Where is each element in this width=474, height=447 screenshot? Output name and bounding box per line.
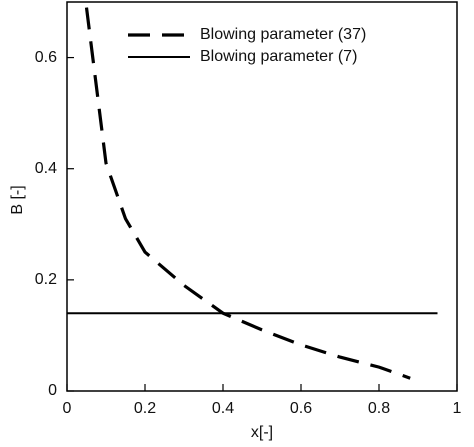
y-tick-label: 0.6 (35, 49, 57, 66)
y-tick-label: 0.4 (35, 160, 57, 177)
y-axis-label: B [-] (9, 185, 26, 214)
plot-frame (66, 1, 458, 392)
x-axis-label: x[-] (251, 424, 273, 441)
y-tick-label: 0.2 (35, 271, 57, 288)
x-tick-label: 0 (63, 400, 72, 417)
x-tick-label: 0.4 (212, 400, 234, 417)
legend-label: Blowing parameter (37) (200, 26, 366, 43)
x-tick-label: 0.6 (290, 400, 312, 417)
x-tick-label: 0.2 (134, 400, 156, 417)
legend-label: Blowing parameter (7) (200, 48, 357, 65)
x-tick-label: 1 (453, 400, 462, 417)
x-tick-label: 0.8 (368, 400, 390, 417)
y-tick-label: 0 (48, 382, 57, 399)
